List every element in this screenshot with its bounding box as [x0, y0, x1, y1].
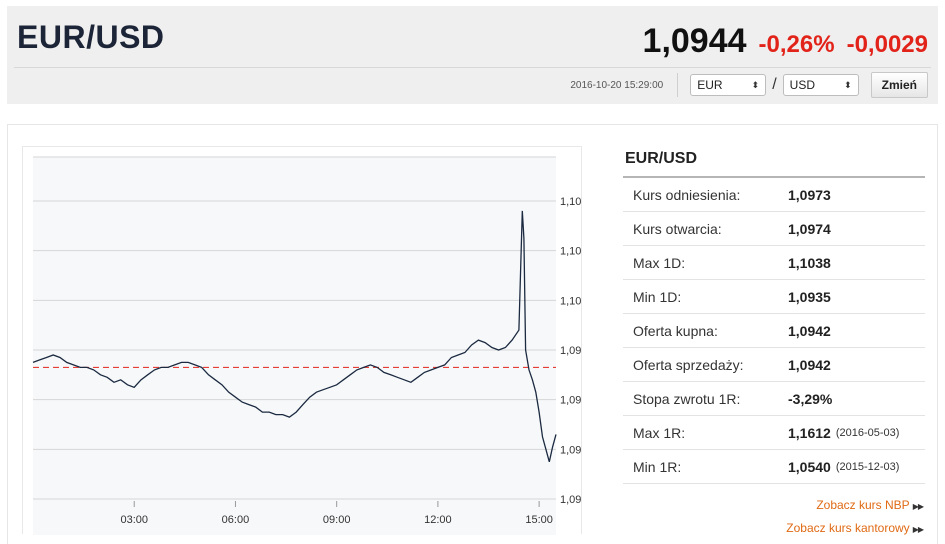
info-row: Oferta kupna: 1,0942 — [623, 314, 925, 348]
y-tick-label: 1,1020 — [560, 246, 581, 258]
to-currency-select[interactable]: USD ⬍ — [782, 74, 859, 96]
info-row-value: 1,0935 — [788, 288, 831, 305]
info-rows: Kurs odniesienia: 1,0973 Kurs otwarcia: 1,0… — [623, 178, 925, 484]
price-chart: 1,1040 1,1020 1,1000 1,0980 1,0960 1,0940 1,09… — [32, 156, 594, 535]
y-tick-label: 1,1000 — [560, 295, 581, 307]
x-tick-label: 03:00 — [120, 514, 148, 526]
y-tick-label: 1,0960 — [560, 395, 581, 407]
pair-title: EUR/USD — [17, 19, 165, 55]
y-tick-label: 1,0940 — [560, 444, 581, 456]
change-absolute: -0,0029 — [846, 31, 928, 58]
y-tick-label: 1,1040 — [560, 196, 581, 208]
controls-divider — [677, 73, 679, 97]
info-row-value: 1,0942 — [788, 322, 831, 339]
info-row-value: 1,0540 — [788, 458, 831, 475]
info-row-value: 1,0974 — [788, 220, 831, 237]
info-row-date: (2015-12-03) — [835, 460, 900, 473]
price-line — [32, 210, 557, 462]
info-row-label: Max 1D: — [633, 254, 686, 271]
to-currency-value: USD — [789, 78, 815, 92]
x-tick-label: 15:00 — [525, 514, 553, 526]
info-row-label: Min 1D: — [633, 288, 682, 305]
from-currency-select[interactable]: EUR ⬍ — [690, 74, 767, 96]
info-row: Min 1R: 1,0540 (2015-12-03) — [623, 450, 925, 484]
info-row: Oferta sprzedaży: 1,0942 — [623, 348, 925, 382]
info-row: Kurs odniesienia: 1,0973 — [623, 178, 925, 212]
x-tick-label: 09:00 — [323, 514, 351, 526]
change-button[interactable]: Zmień — [870, 72, 928, 98]
select-arrows-icon: ⬍ — [844, 79, 852, 90]
info-row-value: 1,1612 — [788, 424, 831, 441]
info-title: EUR/USD — [623, 146, 925, 178]
info-row-value: -3,29% — [788, 390, 833, 407]
select-arrows-icon: ⬍ — [751, 79, 760, 90]
info-row-label: Stopa zwrotu 1R: — [633, 390, 741, 407]
chart-container: 1,1040 1,1020 1,1000 1,0980 1,0960 1,0940 1,09… — [22, 146, 594, 535]
kantor-link[interactable]: Zobacz kurs kantorowy ▶▶ — [623, 521, 925, 535]
quote-header: EUR/USD 1,0944 -0,26% -0,0029 2016-10-20… — [7, 6, 938, 104]
double-arrow-icon: ▶▶ — [912, 502, 924, 511]
price-block: 1,0944 -0,26% -0,0029 — [643, 22, 928, 61]
info-row: Min 1D: 1,0935 — [623, 280, 925, 314]
info-row-label: Oferta kupna: — [633, 322, 718, 339]
info-row-label: Oferta sprzedaży: — [633, 356, 744, 373]
double-arrow-icon: ▶▶ — [912, 525, 924, 534]
info-row-date: (2016-05-03) — [835, 426, 900, 439]
info-row-value: 1,1038 — [788, 254, 831, 271]
info-row: Stopa zwrotu 1R: -3,29% — [623, 382, 925, 416]
x-tick-label: 06:00 — [222, 514, 250, 526]
info-row-value: 1,0942 — [788, 356, 831, 373]
from-currency-value: EUR — [697, 78, 723, 92]
info-row-label: Min 1R: — [633, 458, 682, 475]
info-row-label: Kurs otwarcia: — [633, 220, 722, 237]
nbp-link[interactable]: Zobacz kurs NBP ▶▶ — [623, 498, 925, 512]
info-row: Max 1R: 1,1612 (2016-05-03) — [623, 416, 925, 450]
y-tick-label: 1,0920 — [560, 494, 581, 506]
timestamp: 2016-10-20 15:29:00 — [570, 79, 664, 91]
plot-area — [33, 157, 556, 535]
content-panel — [7, 124, 938, 544]
y-tick-label: 1,0980 — [560, 345, 581, 357]
change-percent: -0,26% — [758, 31, 835, 58]
kantor-link-label: Zobacz kurs kantorowy — [786, 521, 910, 535]
nbp-link-label: Zobacz kurs NBP — [816, 498, 910, 512]
currency-controls: 2016-10-20 15:29:00 EUR ⬍ / USD ⬍ Zmień — [570, 72, 928, 98]
info-row-label: Kurs odniesienia: — [633, 186, 741, 203]
info-table: EUR/USD Kurs odniesienia: 1,0973 Kurs otwa… — [623, 146, 925, 535]
info-row-value: 1,0973 — [788, 186, 831, 203]
info-row: Kurs otwarcia: 1,0974 — [623, 212, 925, 246]
x-tick-label: 12:00 — [424, 514, 452, 526]
info-row-label: Max 1R: — [633, 424, 686, 441]
info-row: Max 1D: 1,1038 — [623, 246, 925, 280]
header-divider — [14, 67, 931, 68]
currency-slash: / — [772, 76, 777, 93]
current-rate: 1,0944 — [642, 22, 747, 60]
